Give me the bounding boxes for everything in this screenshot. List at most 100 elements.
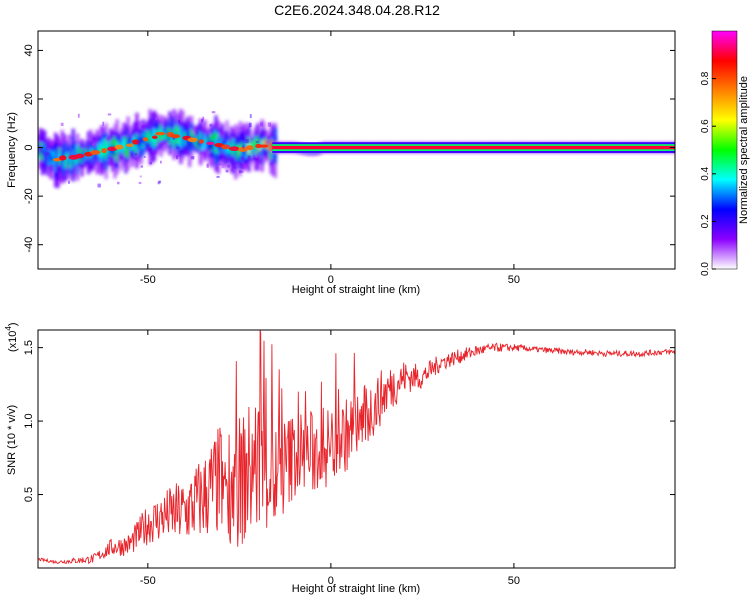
spectrogram-speckle <box>255 155 258 158</box>
spectrogram-speckle <box>234 169 237 172</box>
spectrogram-speckle <box>107 113 112 116</box>
spectrogram-cell <box>183 132 187 139</box>
spectrogram-speckle <box>141 125 145 129</box>
colorbar-ticks: 0.0 0.2 0.4 0.6 0.8 <box>700 71 716 276</box>
spectrogram-cell <box>269 140 273 151</box>
spectrogram-speckle <box>106 136 110 140</box>
spectrogram-cell <box>64 155 69 164</box>
spectrogram-cell <box>45 153 49 161</box>
spectrogram-cell <box>179 134 183 146</box>
spectrogram-x-axis-label: Height of straight line (km) <box>292 284 420 296</box>
spectrogram-speckle <box>92 137 96 140</box>
colorbar: 0.0 0.2 0.4 0.6 0.8 Normalized spectral ampl… <box>700 30 750 276</box>
spectrogram-speckle <box>74 143 78 145</box>
y-tick-label: -20 <box>23 188 35 204</box>
snr-plot-area <box>38 330 675 565</box>
y-tick-label: 0.5 <box>23 487 35 502</box>
spectrogram-cell <box>258 145 262 152</box>
spectrogram-speckle <box>209 124 212 127</box>
spectrogram-speckle <box>77 113 80 118</box>
spectrogram-speckle <box>176 146 180 149</box>
spectrogram-speckle <box>218 163 223 166</box>
y-tick-label: 1.0 <box>23 413 35 428</box>
snr-frame <box>37 329 676 569</box>
spectrogram-hotspot <box>101 148 108 154</box>
snr-x-axis-label: Height of straight line (km) <box>292 583 420 595</box>
spectrogram-hotspot <box>198 139 205 144</box>
spectrogram-cell <box>161 132 166 139</box>
spectrogram-speckle <box>160 160 162 164</box>
spectrogram-speckle <box>242 145 245 149</box>
spectrogram-cell <box>267 145 271 150</box>
spectrogram-cell <box>148 130 152 142</box>
spectrogram-speckle <box>158 180 162 184</box>
colorbar-tick-label: 0.0 <box>700 262 711 276</box>
colorbar-tick-label: 0.6 <box>700 119 711 133</box>
spectrogram-speckle <box>191 156 195 160</box>
spectrogram-hotspot <box>75 153 85 159</box>
spectrogram-ridge <box>52 131 675 162</box>
x-tick-label: -50 <box>140 274 156 286</box>
x-tick-label: 50 <box>508 274 520 286</box>
spectrogram-cell <box>69 150 73 160</box>
spectrogram-hotspot <box>126 143 134 148</box>
spectrogram-y-axis-label: Frequency (Hz) <box>6 112 18 188</box>
spectrogram-speckle <box>178 119 180 123</box>
snr-multiplier-exponent: 4 <box>4 326 13 331</box>
spectrogram-cell <box>67 151 71 160</box>
x-tick-label: -50 <box>140 575 156 587</box>
spectrogram-speckle <box>227 164 230 168</box>
spectrogram-speckle <box>134 153 137 156</box>
spectrogram-speckle <box>241 156 245 161</box>
spectrogram-hotspot <box>107 146 118 152</box>
spectrogram-speckle <box>255 141 260 143</box>
spectrogram-speckle <box>206 163 209 168</box>
spectrogram-speckle <box>102 121 105 127</box>
spectrogram-speckle <box>155 117 158 120</box>
spectrogram-heatmap <box>38 109 675 189</box>
spectrogram-speckle <box>117 181 120 185</box>
spectrogram-speckle <box>58 181 61 185</box>
spectrogram-cell <box>42 143 47 161</box>
spectrogram-hotspot <box>154 131 166 136</box>
snr-y-multiplier: (x104) <box>4 322 19 352</box>
spectrogram-cell <box>212 140 216 149</box>
snr-x-ticks: -50 0 50 <box>140 330 520 587</box>
spectrogram-cell <box>209 141 214 151</box>
spectrogram-cell <box>262 139 267 148</box>
spectrogram-speckle <box>137 140 140 144</box>
spectrogram-hotspot <box>142 137 149 142</box>
spectrogram-cell <box>168 133 172 142</box>
x-tick-label: 0 <box>328 575 334 587</box>
spectrogram-hotspot <box>187 137 198 143</box>
spectrogram-speckle <box>249 114 252 119</box>
spectrogram-cell <box>51 155 56 162</box>
spectrogram-cell <box>126 137 130 148</box>
spectrogram-panel: -50 0 50 -40 -20 0 20 40 Height of straight li… <box>6 30 676 296</box>
spectrogram-cell <box>150 135 155 146</box>
colorbar-tick-label: 0.8 <box>700 71 711 85</box>
spectrogram-cell <box>249 143 253 158</box>
spectrogram-speckle <box>241 170 244 173</box>
ridge-band-core <box>272 145 675 150</box>
spectrogram-cell <box>245 146 249 155</box>
y-tick-label: 0 <box>23 145 35 151</box>
snr-y-axis-label: SNR (10 * v/v) <box>6 405 18 475</box>
spectrogram-cell <box>93 152 97 158</box>
x-tick-label: 50 <box>508 575 520 587</box>
spectrogram-cell <box>146 133 150 140</box>
spectrogram-cell <box>124 139 128 150</box>
svg-text:(x104): (x104) <box>4 322 19 352</box>
spectrogram-y-ticks: -40 -20 0 20 40 <box>23 44 675 253</box>
spectrogram-cell <box>203 140 207 149</box>
y-tick-label: 40 <box>23 44 35 56</box>
spectrogram-cell <box>111 147 115 156</box>
snr-multiplier-open: (x10 <box>7 331 19 352</box>
spectrogram-speckle <box>140 165 144 168</box>
spectrogram-speckle <box>225 169 229 173</box>
spectrogram-cell <box>227 147 231 153</box>
y-tick-label: -40 <box>23 237 35 253</box>
spectrogram-cell <box>122 140 126 149</box>
colorbar-tick-label: 0.2 <box>700 214 711 228</box>
